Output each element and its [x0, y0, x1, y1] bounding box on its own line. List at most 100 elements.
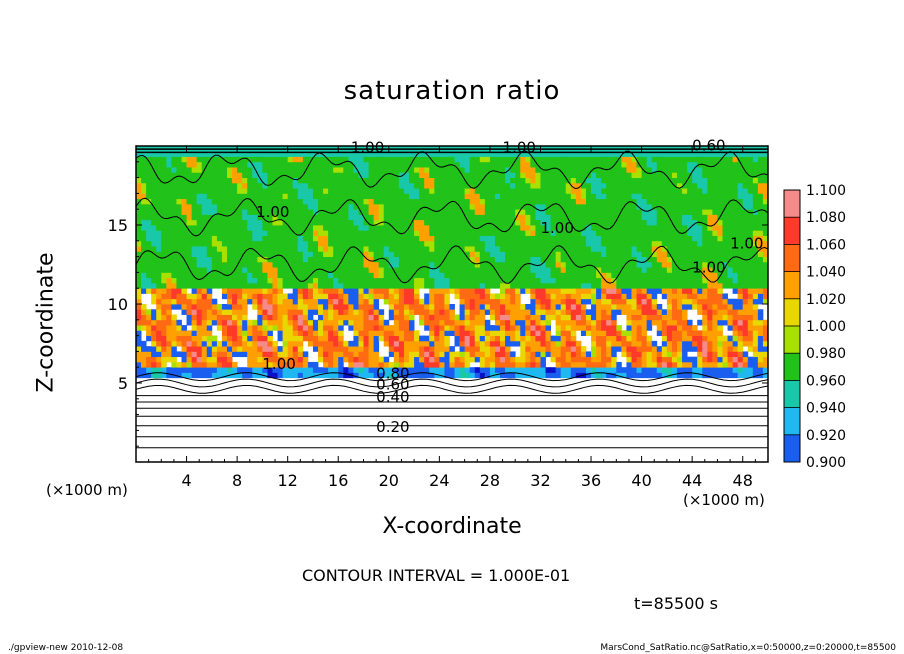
heatmap-cell: [601, 203, 607, 210]
heatmap-cell: [469, 182, 476, 189]
heatmap-cell: [206, 367, 213, 373]
heatmap-cell: [444, 209, 450, 215]
heatmap-cell: [186, 335, 193, 342]
heatmap-cell: [237, 346, 243, 352]
heatmap-cell: [661, 167, 668, 173]
heatmap-cell: [626, 235, 632, 242]
heatmap-cell: [181, 151, 187, 157]
heatmap-cell: [580, 230, 587, 236]
heatmap-cell: [454, 156, 460, 163]
heatmap-cell: [601, 235, 607, 242]
heatmap-cell: [601, 246, 607, 252]
heatmap-cell: [247, 219, 253, 226]
heatmap-cell: [565, 261, 572, 268]
heatmap-cell: [580, 309, 587, 315]
heatmap-cell: [570, 272, 577, 279]
heatmap-cell: [697, 188, 703, 194]
heatmap-cell: [403, 304, 410, 310]
heatmap-cell: [237, 319, 243, 326]
heatmap-cell: [373, 277, 380, 284]
heatmap-cell: [191, 340, 198, 347]
heatmap-cell: [227, 346, 233, 352]
heatmap-cell: [474, 319, 481, 326]
heatmap-cell: [510, 246, 516, 252]
heatmap-cell: [419, 177, 425, 184]
heatmap-cell: [636, 151, 642, 157]
heatmap-cell: [520, 282, 526, 289]
heatmap-cell: [267, 251, 273, 257]
heatmap-cell: [206, 340, 213, 347]
heatmap-cell: [318, 346, 324, 352]
heatmap-cell: [707, 367, 713, 373]
heatmap-cell: [616, 167, 622, 173]
heatmap-cell: [277, 351, 284, 358]
heatmap-cell: [505, 156, 511, 163]
heatmap-cell: [136, 235, 142, 242]
heatmap-cell: [368, 325, 375, 331]
heatmap-cell: [525, 235, 531, 242]
heatmap-cell: [146, 246, 152, 252]
heatmap-cell: [378, 267, 385, 273]
heatmap-cell: [176, 251, 182, 257]
heatmap-cell: [272, 351, 278, 358]
heatmap-cell: [525, 346, 531, 352]
heatmap-cell: [596, 335, 602, 342]
heatmap-cell: [540, 209, 546, 215]
heatmap-cell: [520, 367, 526, 373]
heatmap-cell: [515, 161, 521, 168]
heatmap-cell: [510, 356, 516, 363]
heatmap-cell: [459, 319, 466, 326]
heatmap-cell: [439, 261, 445, 268]
heatmap-cell: [464, 277, 471, 284]
heatmap-cell: [318, 172, 324, 178]
heatmap-cell: [363, 267, 369, 273]
heatmap-cell: [156, 261, 162, 268]
heatmap-cell: [505, 214, 511, 221]
heatmap-cell: [156, 235, 162, 242]
heatmap-cell: [666, 182, 673, 189]
heatmap-cell: [621, 151, 627, 157]
heatmap-cell: [343, 177, 349, 184]
heatmap-cell: [535, 304, 541, 310]
heatmap-cell: [393, 198, 400, 205]
heatmap-cell: [570, 330, 577, 336]
heatmap-cell: [439, 282, 445, 289]
heatmap-cell: [171, 188, 177, 194]
heatmap-cell: [682, 182, 688, 189]
heatmap-cell: [621, 246, 627, 252]
heatmap-cell: [636, 261, 642, 268]
heatmap-cell: [515, 325, 521, 331]
heatmap-cell: [656, 167, 663, 173]
heatmap-cell: [712, 193, 718, 200]
heatmap-cell: [631, 182, 637, 189]
heatmap-cell: [434, 314, 440, 321]
heatmap-cell: [272, 356, 278, 363]
heatmap-cell: [221, 335, 228, 342]
heatmap-cell: [191, 151, 198, 157]
heatmap-cell: [333, 288, 339, 294]
heatmap-cell: [585, 356, 592, 363]
heatmap-cell: [181, 161, 187, 168]
heatmap-cell: [585, 230, 592, 236]
heatmap-cell: [242, 304, 248, 310]
heatmap-cell: [257, 251, 263, 257]
heatmap-cell: [221, 230, 228, 236]
heatmap-cell: [338, 209, 344, 215]
heatmap-cell: [606, 288, 612, 294]
heatmap-cell: [348, 167, 354, 173]
heatmap-cell: [631, 325, 637, 331]
heatmap-cell: [287, 167, 294, 173]
heatmap-cell: [348, 298, 354, 305]
heatmap-cell: [201, 325, 208, 331]
heatmap-cell: [151, 293, 157, 300]
heatmap-cell: [722, 314, 728, 321]
heatmap-cell: [631, 261, 637, 268]
heatmap-cell: [343, 261, 349, 268]
heatmap-cell: [196, 330, 203, 336]
heatmap-cell: [368, 193, 375, 200]
heatmap-cell: [424, 182, 430, 189]
heatmap-cell: [328, 288, 334, 294]
heatmap-cell: [221, 240, 228, 247]
heatmap-cell: [171, 172, 177, 178]
heatmap-cell: [136, 251, 142, 257]
